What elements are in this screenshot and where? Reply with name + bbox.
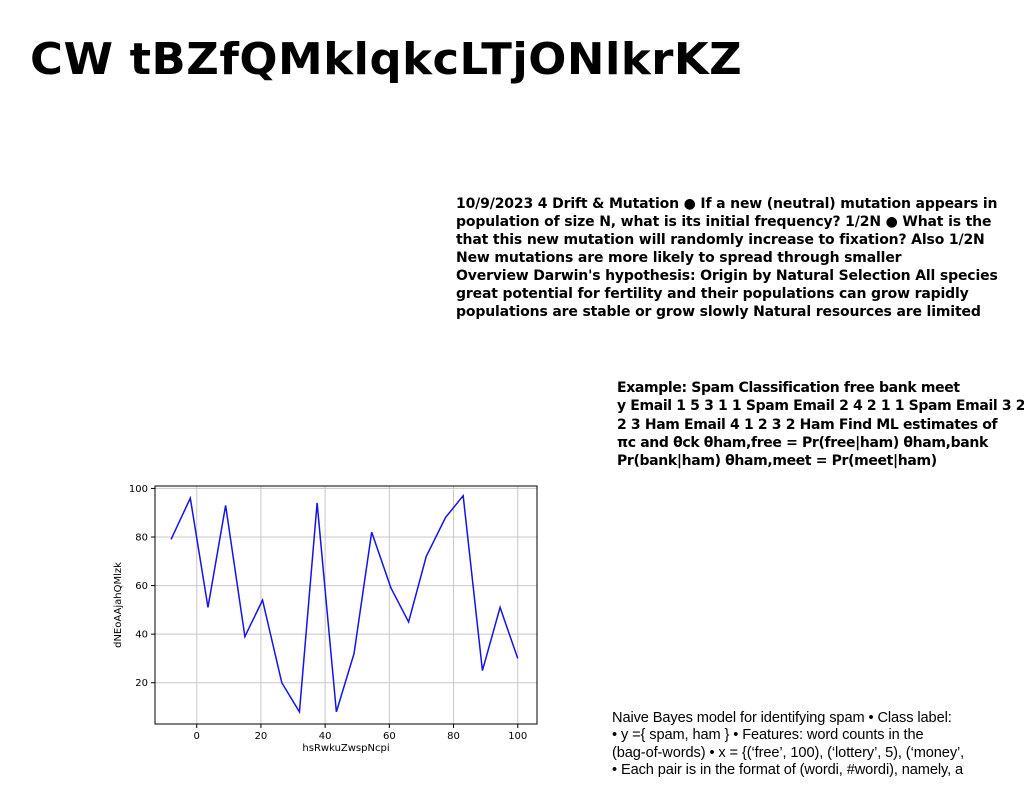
- y-axis-label: dNEoAAjahQMlzk: [113, 562, 124, 648]
- x-tick-label: 20: [255, 731, 268, 742]
- y-tick-label: 40: [135, 630, 148, 641]
- text-line: New mutations are more likely to spread …: [456, 250, 902, 266]
- text-line: Overview Darwin's hypothesis: Origin by …: [456, 268, 998, 284]
- drift-mutation-text-block: 10/9/2023 4 Drift & Mutation ● If a new …: [456, 195, 998, 321]
- chart-ticks: 0 20 40 60 80 100 20 40 60 80 100: [129, 484, 527, 742]
- x-tick-label: 0: [194, 731, 200, 742]
- line-chart: 0 20 40 60 80 100 20 40 60 80 100 hsRwkuZwspNcpi d…: [108, 478, 548, 758]
- text-line: populations are stable or grow slowly Na…: [456, 304, 981, 320]
- page-title: CW tBZfQMklqkcLTjONlkrKZ: [30, 34, 743, 85]
- text-line: 10/9/2023 4 Drift & Mutation ● If a new …: [456, 196, 998, 212]
- text-line: Naive Bayes model for identifying spam •…: [612, 710, 952, 726]
- text-line: great potential for fertility and their …: [456, 286, 969, 302]
- x-tick-label: 40: [319, 731, 332, 742]
- text-line: πc and θck θham,free = Pr(free|ham) θham…: [617, 434, 988, 451]
- line-chart-svg: 0 20 40 60 80 100 20 40 60 80 100 hsRwkuZwspNcpi d…: [113, 484, 538, 754]
- x-tick-label: 80: [447, 731, 460, 742]
- text-line: • y ={ spam, ham } • Features: word coun…: [612, 727, 924, 744]
- chart-series: [170, 493, 519, 715]
- y-tick-label: 80: [135, 533, 148, 544]
- naive-bayes-text-block: Naive Bayes model for identifying spam •…: [612, 710, 964, 779]
- y-tick-label: 60: [135, 581, 148, 592]
- text-line: y Email 1 5 3 1 1 Spam Email 2 4 2 1 1 S…: [617, 398, 1024, 415]
- x-tick-label: 100: [508, 731, 527, 742]
- text-line: population of size N, what is its initia…: [456, 214, 992, 230]
- series-line: [170, 493, 519, 715]
- plot-area-frame: [154, 485, 538, 725]
- y-tick-label: 20: [135, 678, 148, 689]
- spam-classification-text-block: Example: Spam Classification free bank m…: [617, 379, 1024, 470]
- x-axis-label: hsRwkuZwspNcpi: [302, 743, 389, 754]
- text-line: Pr(bank|ham) θham,meet = Pr(meet|ham): [617, 453, 937, 470]
- text-line: that this new mutation will randomly inc…: [456, 232, 985, 248]
- y-tick-label: 100: [129, 484, 148, 495]
- text-line: 2 3 Ham Email 4 1 2 3 2 Ham Find ML esti…: [617, 416, 998, 433]
- text-line: Example: Spam Classification free bank m…: [617, 380, 960, 396]
- text-line: (bag-of-words) • x = {(‘free’, 100), (‘l…: [612, 744, 965, 761]
- text-line: • Each pair is in the format of (wordi, …: [612, 761, 964, 778]
- x-tick-label: 60: [383, 731, 396, 742]
- chart-grid: [155, 486, 537, 724]
